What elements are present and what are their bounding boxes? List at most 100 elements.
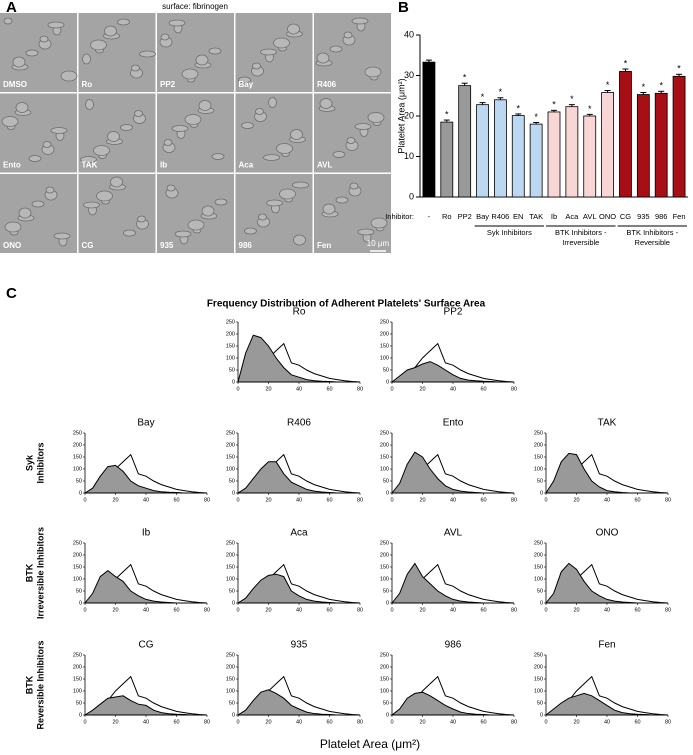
y-tick-label: 250 <box>534 652 543 658</box>
x-tick-label: 80 <box>204 607 210 613</box>
y-tick-label: 200 <box>226 442 235 448</box>
x-tick-label: 20 <box>419 497 425 503</box>
platelet <box>335 196 349 204</box>
y-tick-label: 100 <box>534 466 543 472</box>
micrograph <box>157 13 234 92</box>
x-tick-label: Bay <box>476 212 489 221</box>
y-tick-label: 250 <box>380 319 389 325</box>
micrograph-label: R406 <box>317 80 337 89</box>
micrograph <box>314 13 391 92</box>
x-tick-label: 60 <box>634 497 640 503</box>
y-tick-label: 100 <box>73 466 82 472</box>
x-tick-label: 20 <box>112 607 118 613</box>
x-tick-label: 20 <box>265 607 271 613</box>
y-tick-label: 50 <box>76 700 82 706</box>
y-tick-label: 0 <box>386 712 389 718</box>
y-tick-label: 0 <box>386 379 389 385</box>
x-tick-label: - <box>428 212 431 221</box>
x-tick-label: 40 <box>296 386 302 392</box>
y-tick-label: 0 <box>79 600 82 606</box>
y-tick-label: 150 <box>380 454 389 460</box>
y-tick-label: 200 <box>73 552 82 558</box>
y-tick-label: 50 <box>229 367 235 373</box>
x-tick-label: 20 <box>265 386 271 392</box>
y-tick-label: 250 <box>73 652 82 658</box>
panel-label: A <box>6 0 17 16</box>
platelet <box>80 156 97 163</box>
platelet <box>117 18 130 26</box>
x-tick-label: 20 <box>265 719 271 725</box>
row-label: BTK <box>24 675 34 694</box>
bar <box>422 61 436 198</box>
micrograph-label: Bay <box>239 80 254 89</box>
significance: * <box>445 109 449 119</box>
y-tick-label: 50 <box>537 588 543 594</box>
x-tick-label: 60 <box>634 719 640 725</box>
platelet <box>134 110 143 117</box>
y-tick-label: 10 <box>404 151 414 161</box>
row-label: Syk <box>24 454 34 471</box>
platelet <box>104 25 117 37</box>
y-tick-label: 150 <box>226 454 235 460</box>
platelet <box>174 230 192 238</box>
x-tick-label: 60 <box>173 719 179 725</box>
x-tick-label: 80 <box>204 719 210 725</box>
platelet <box>184 114 202 125</box>
micrograph-label: Ro <box>82 80 93 89</box>
platelet <box>1 116 19 127</box>
y-tick-label: 100 <box>534 688 543 694</box>
significance: * <box>499 87 503 97</box>
x-tick-label: 20 <box>112 719 118 725</box>
y-tick-label: 250 <box>380 652 389 658</box>
x-tick-label: 40 <box>450 607 456 613</box>
y-tick-label: 200 <box>380 442 389 448</box>
platelet <box>292 181 309 189</box>
y-tick-label: 100 <box>380 466 389 472</box>
y-tick-label: 0 <box>540 712 543 718</box>
x-tick-label: 80 <box>511 497 517 503</box>
x-tick-label: 20 <box>112 497 118 503</box>
chart-title: TAK <box>598 418 617 429</box>
y-tick-label: 200 <box>226 331 235 337</box>
y-tick-label: 0 <box>79 490 82 496</box>
significance: * <box>659 81 663 91</box>
bar <box>511 115 525 198</box>
platelet <box>258 213 267 221</box>
x-tick-label: 40 <box>604 719 610 725</box>
x-axis-label: Inhibitor: <box>385 212 414 221</box>
x-tick-label: 0 <box>544 607 547 613</box>
platelet <box>322 203 336 215</box>
micrograph <box>157 93 234 173</box>
x-tick-label: 80 <box>357 719 363 725</box>
platelet <box>354 123 372 130</box>
platelet <box>3 17 13 25</box>
platelet <box>107 131 120 142</box>
platelet <box>93 145 110 156</box>
y-tick-label: 150 <box>73 454 82 460</box>
x-tick-label: 60 <box>326 497 332 503</box>
x-tick-label: 20 <box>419 719 425 725</box>
significance: * <box>606 80 610 90</box>
y-tick-label: 250 <box>73 540 82 546</box>
x-tick-label: 40 <box>296 719 302 725</box>
y-tick-label: 40 <box>404 29 414 39</box>
y-tick-label: 250 <box>226 652 235 658</box>
x-tick-label: 60 <box>634 607 640 613</box>
micrograph-label: AVL <box>317 161 333 170</box>
chart-title: 986 <box>445 640 462 651</box>
significance: * <box>517 103 521 113</box>
bar <box>565 106 579 198</box>
platelet <box>364 66 382 78</box>
micrograph-label: 986 <box>239 241 253 250</box>
row-label: Reversible Inhibitors <box>35 640 45 729</box>
group-label: BTK Inhibitors - <box>555 228 607 237</box>
y-tick-label: 50 <box>229 700 235 706</box>
chart-title: ONO <box>596 528 619 539</box>
x-tick-label: ONO <box>599 212 616 221</box>
platelet <box>293 234 306 246</box>
y-tick-label: 50 <box>76 478 82 484</box>
significance: * <box>624 58 628 68</box>
platelet <box>45 186 55 194</box>
x-tick-label: 40 <box>604 607 610 613</box>
x-tick-label: Ib <box>551 212 557 221</box>
